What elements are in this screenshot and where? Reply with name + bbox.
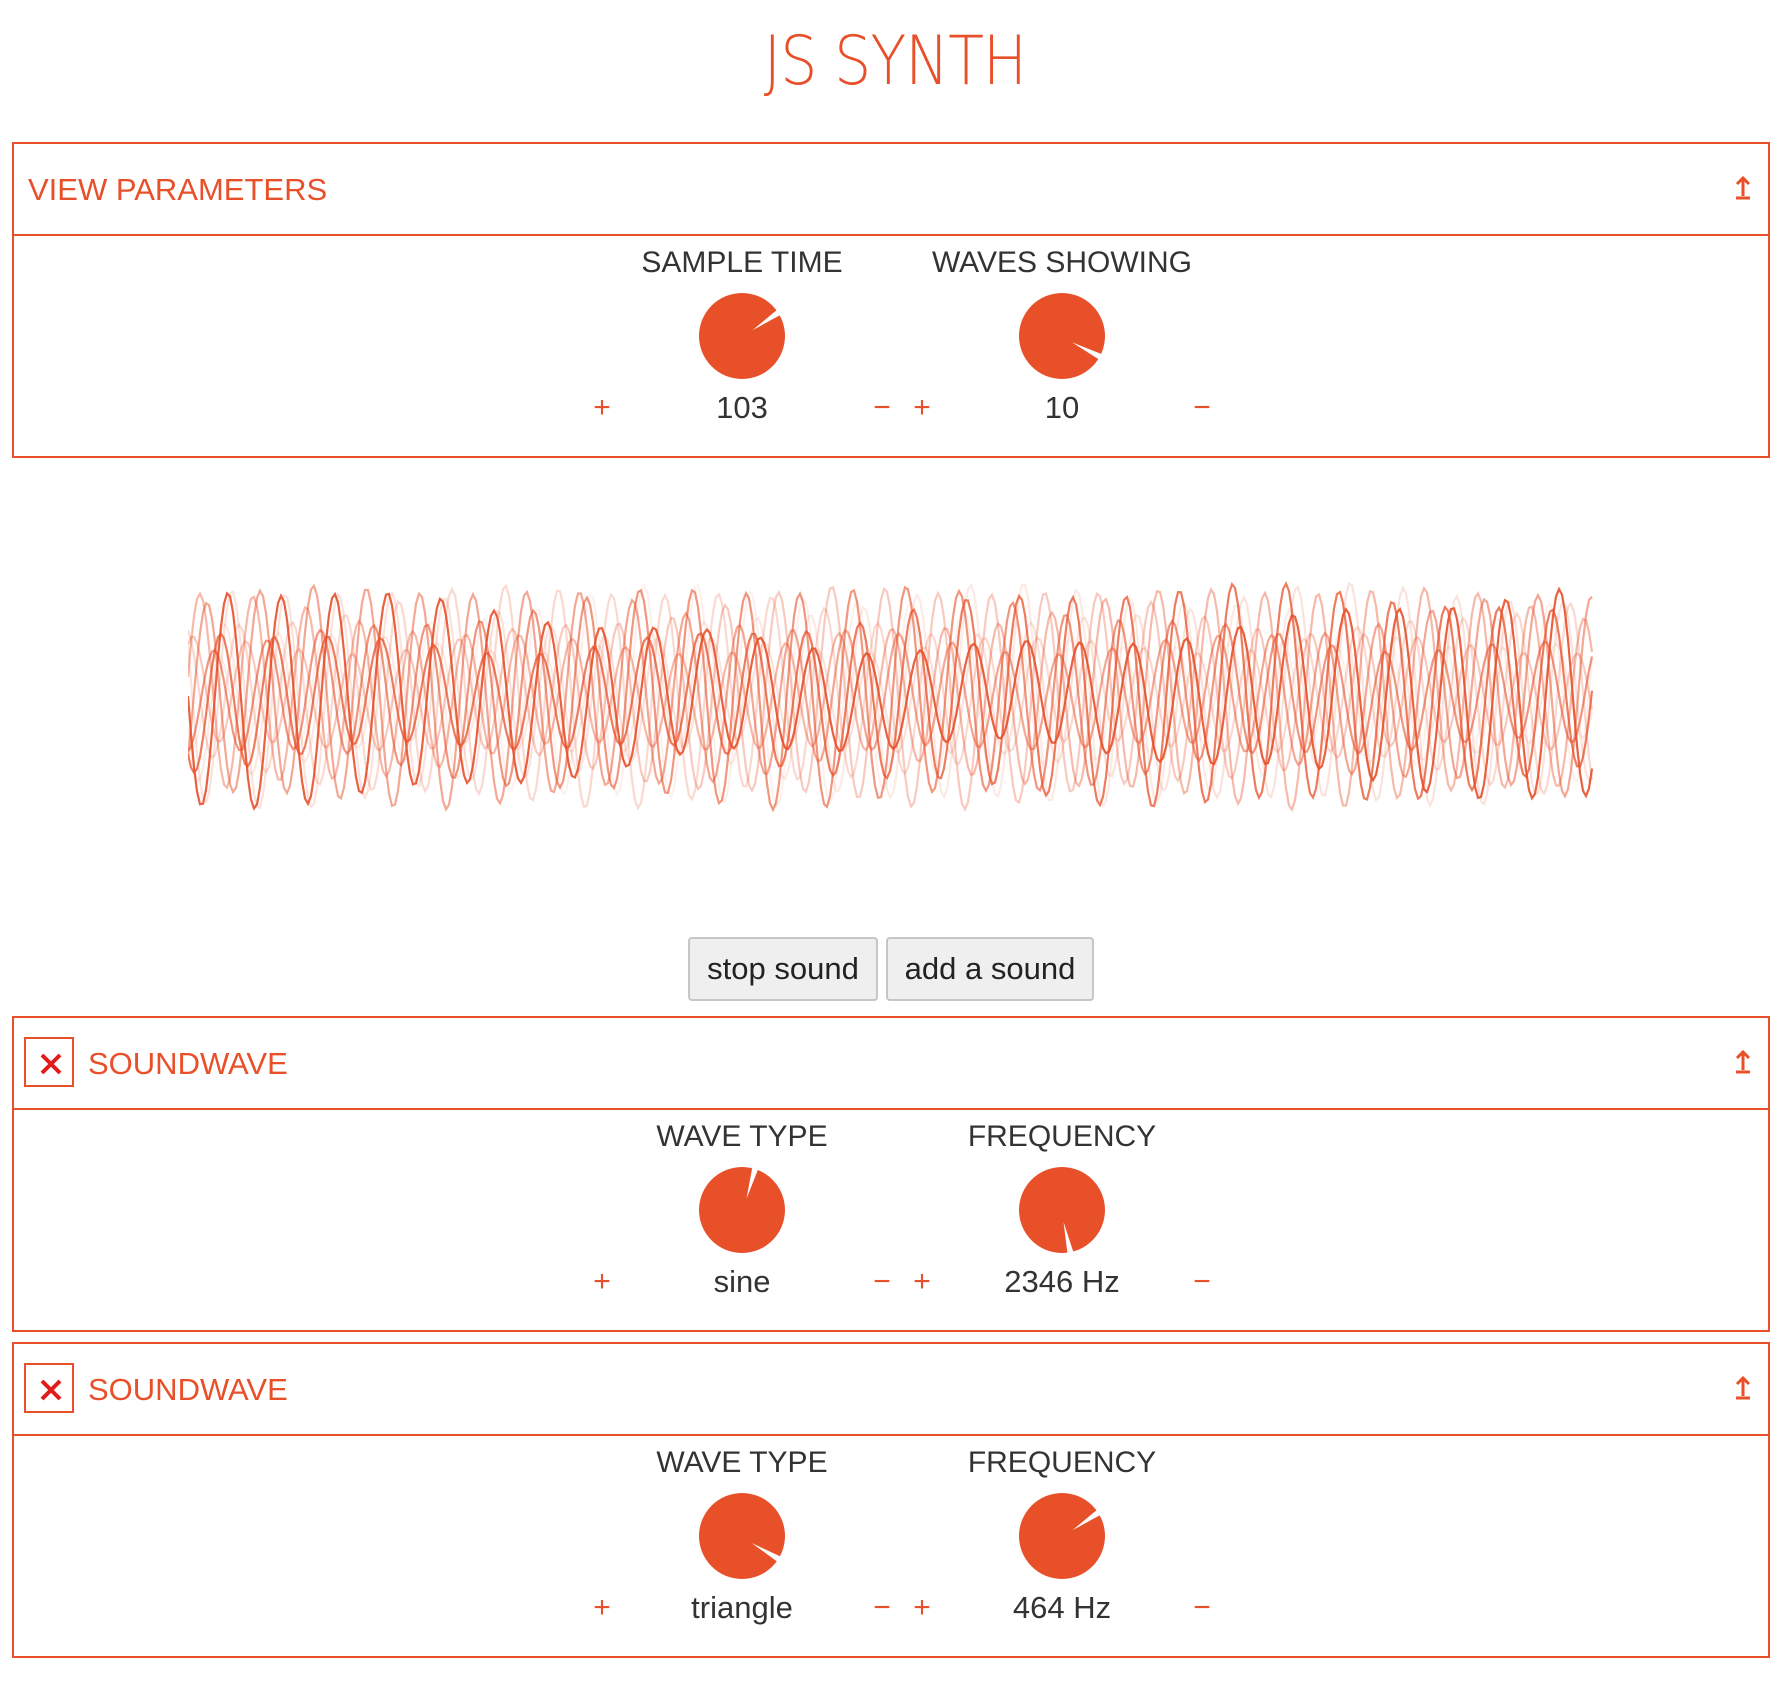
decrease-button[interactable]: − (1193, 391, 1211, 424)
waveform-trace (188, 582, 1594, 809)
knob-value: 103 (716, 390, 768, 425)
soundwave-panel: SOUNDWAVE WAVE TYPE + triangle − FREQUEN… (12, 1342, 1770, 1658)
knob-value: 2346 Hz (1004, 1264, 1120, 1299)
decrease-button[interactable]: − (873, 1265, 891, 1298)
knob-label: WAVES SHOWING (931, 246, 1192, 279)
view-parameters-header[interactable]: VIEW PARAMETERS (14, 144, 1768, 236)
knob-value: triangle (691, 1590, 793, 1625)
panel-title: SOUNDWAVE (88, 1372, 288, 1407)
decrease-button[interactable]: − (873, 391, 891, 424)
view-parameters-body: SAMPLE TIME + 103 − WAVES SHOWING + 10 − (14, 236, 1768, 456)
waveform-trace (188, 580, 1594, 808)
waveform-trace (188, 582, 1594, 808)
wave-type-knob[interactable] (698, 1492, 786, 1580)
knob-label: FREQUENCY (967, 1120, 1157, 1153)
increase-button[interactable]: + (593, 1591, 611, 1624)
add-sound-button[interactable]: add a sound (886, 937, 1094, 1001)
increase-button[interactable]: + (913, 1265, 931, 1298)
knob-value: 464 Hz (1012, 1590, 1112, 1625)
increase-button[interactable]: + (913, 1591, 931, 1624)
sample-time-knob[interactable] (698, 292, 786, 380)
knob-dial-icon (699, 293, 785, 379)
soundwave-header[interactable]: SOUNDWAVE (14, 1344, 1768, 1436)
knob-dial-icon (1019, 1493, 1105, 1579)
close-x-icon (40, 1379, 62, 1401)
soundwave-body: WAVE TYPE + sine − FREQUENCY + 2346 Hz − (14, 1110, 1768, 1330)
waveform-trace (188, 586, 1594, 811)
knob-dial-icon (699, 1166, 785, 1253)
frequency-knob[interactable] (1018, 1492, 1106, 1580)
soundwave-panel: SOUNDWAVE WAVE TYPE + sine − FREQUENCY +… (12, 1016, 1770, 1332)
knob-label: WAVE TYPE (656, 1446, 828, 1479)
knob-value: 10 (1044, 390, 1080, 425)
waveform-trace (188, 582, 1593, 810)
knob-label: FREQUENCY (967, 1446, 1157, 1479)
collapse-up-icon[interactable] (1732, 1372, 1754, 1404)
knob-label: WAVE TYPE (656, 1120, 828, 1153)
close-x-icon (40, 1053, 62, 1075)
panel-title: VIEW PARAMETERS (28, 172, 328, 207)
soundwave-body: WAVE TYPE + triangle − FREQUENCY + 464 H… (14, 1436, 1768, 1656)
frequency-knob[interactable] (1018, 1166, 1106, 1254)
waveform-trace (188, 585, 1594, 813)
knob-label: SAMPLE TIME (641, 246, 843, 279)
increase-button[interactable]: + (593, 391, 611, 424)
waveform-trace (188, 583, 1593, 812)
knob-dial-icon (1019, 1167, 1105, 1254)
knob-dial-icon (1019, 293, 1105, 379)
soundwave-header[interactable]: SOUNDWAVE (14, 1018, 1768, 1110)
app-title: JS SYNTH (763, 22, 1027, 101)
decrease-button[interactable]: − (873, 1591, 891, 1624)
remove-soundwave-button[interactable] (24, 1037, 74, 1087)
panel-title: SOUNDWAVE (88, 1046, 288, 1081)
waveform-visualizer (188, 580, 1594, 813)
knob-dial-icon (699, 1493, 785, 1579)
waves-showing-knob[interactable] (1018, 292, 1106, 380)
waveform-trace (188, 583, 1594, 811)
waveform-trace (188, 585, 1594, 812)
stop-sound-button[interactable]: stop sound (688, 937, 878, 1001)
collapse-up-icon[interactable] (1732, 172, 1754, 204)
decrease-button[interactable]: − (1193, 1591, 1211, 1624)
increase-button[interactable]: + (593, 1265, 611, 1298)
remove-soundwave-button[interactable] (24, 1363, 74, 1413)
decrease-button[interactable]: − (1193, 1265, 1211, 1298)
collapse-up-icon[interactable] (1732, 1046, 1754, 1078)
increase-button[interactable]: + (913, 391, 931, 424)
sound-controls: stop sound add a sound (0, 937, 1790, 1001)
view-parameters-panel: VIEW PARAMETERS SAMPLE TIME + 103 − WAVE… (12, 142, 1770, 458)
wave-type-knob[interactable] (698, 1166, 786, 1254)
knob-value: sine (713, 1264, 771, 1299)
